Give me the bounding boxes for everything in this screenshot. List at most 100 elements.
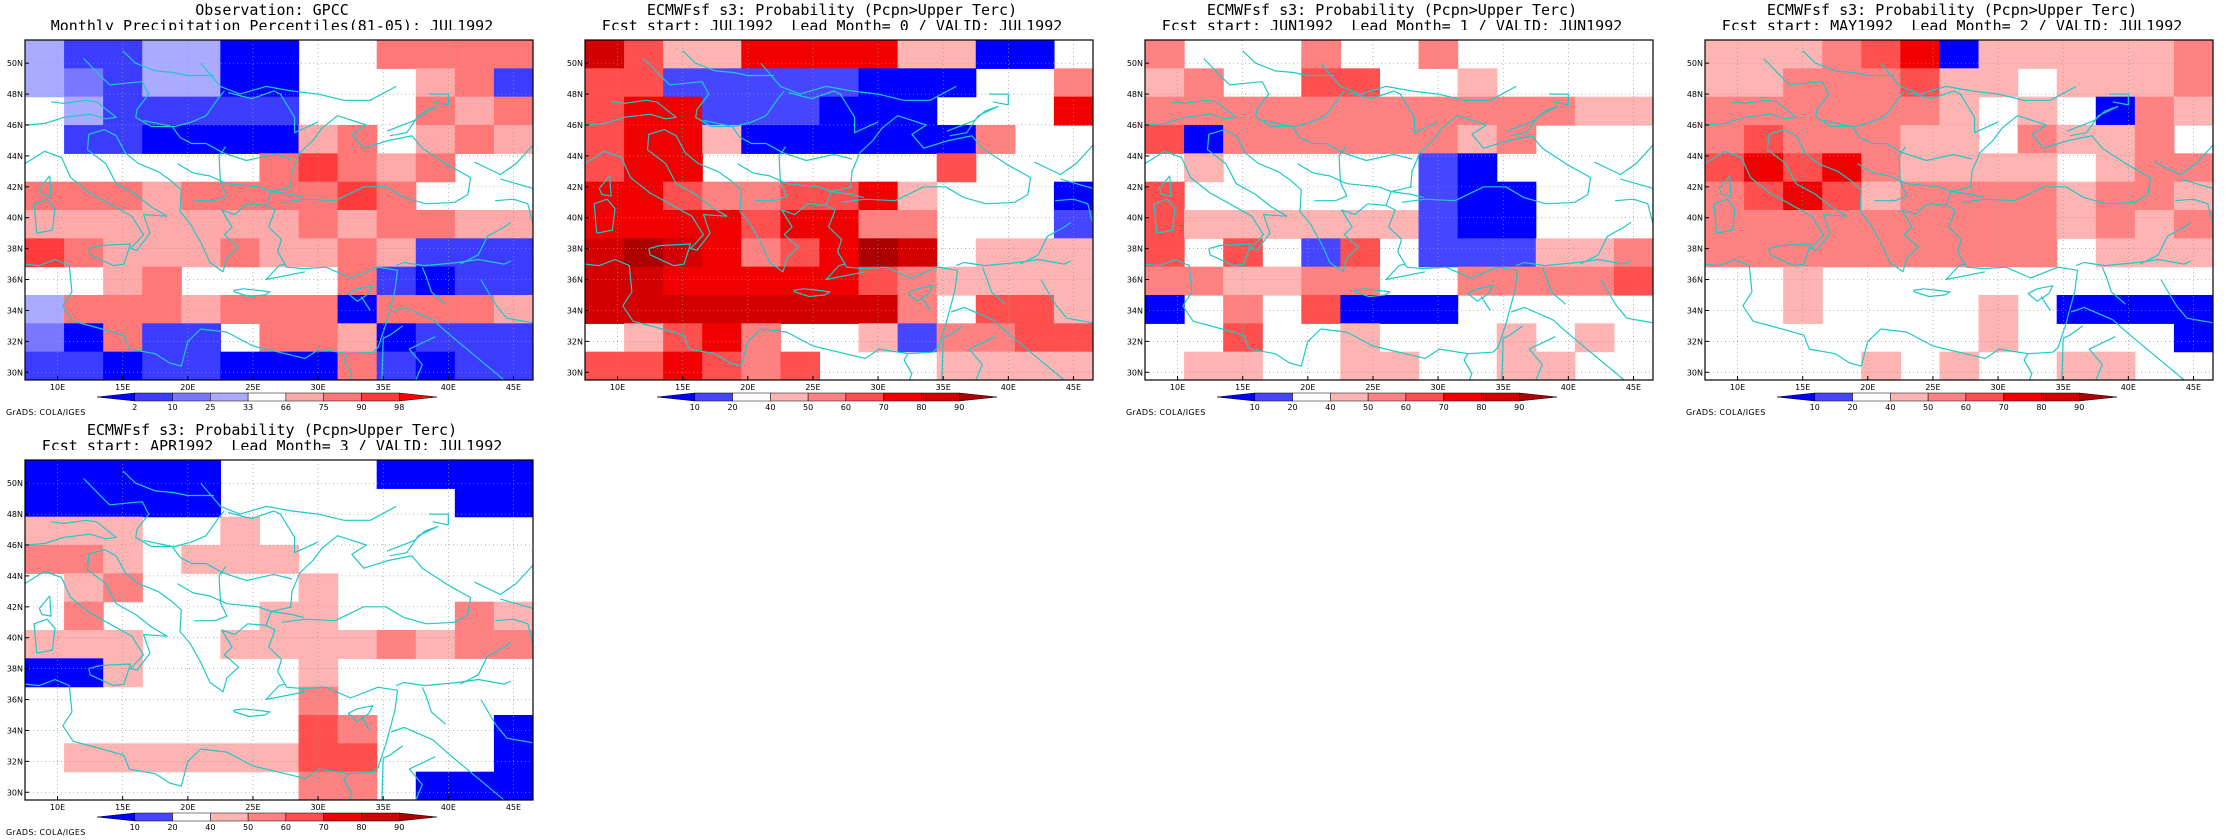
- lat-label: 38N: [7, 665, 23, 674]
- colorbar-swatch: [770, 392, 809, 402]
- colorbar-label: 25: [205, 403, 215, 412]
- grid-cell: [1014, 238, 1055, 268]
- grid-cell: [337, 743, 378, 773]
- coastline: [386, 525, 439, 557]
- grid-cell: [1574, 323, 1615, 353]
- lat-label: 48N: [1687, 90, 1703, 99]
- coastline: [1802, 50, 1894, 77]
- coastline: [1385, 263, 1426, 281]
- lat-label: 36N: [1687, 276, 1703, 285]
- grid-cell: [493, 125, 534, 154]
- grid-cell: [493, 96, 534, 126]
- colorbar-label: 90: [1514, 403, 1524, 412]
- grid-cell: [897, 295, 938, 324]
- coastline: [1768, 243, 1812, 267]
- lon-label: 45E: [2186, 383, 2201, 392]
- grid-cell: [2056, 210, 2097, 239]
- coastline: [593, 198, 616, 234]
- grid-cell: [741, 351, 781, 381]
- colorbar-swatch: [1292, 392, 1331, 402]
- grid-cell: [663, 266, 703, 296]
- grid-cell: [1457, 125, 1498, 154]
- grid-cell: [1861, 210, 1901, 239]
- grid-cell: [142, 460, 182, 489]
- grid-cells: [25, 460, 534, 801]
- grid-cell: [142, 125, 182, 154]
- coastline: [1480, 296, 1491, 311]
- coastline: [598, 175, 612, 197]
- grid-cell: [585, 238, 625, 268]
- grid-cell: [741, 181, 781, 211]
- coastline: [2040, 296, 2051, 311]
- coastline: [2061, 325, 2084, 381]
- lon-label: 15E: [115, 803, 130, 812]
- coastline: [1040, 279, 1094, 324]
- grid-cell: [624, 181, 664, 211]
- grid-cell: [25, 488, 65, 518]
- coastline: [1615, 198, 1654, 225]
- grid-cell: [2095, 351, 2136, 381]
- coastline: [682, 50, 774, 77]
- colorbar-label: 10: [1810, 403, 1820, 412]
- coastline: [2075, 258, 2192, 267]
- grid-cell: [1145, 266, 1185, 296]
- colorbar-label: 50: [1923, 403, 1933, 412]
- coastline: [390, 726, 510, 806]
- coastline: [1208, 243, 1252, 267]
- grid-cell: [1861, 96, 1901, 126]
- colorbar-cap: [958, 392, 998, 402]
- grid-cell: [181, 323, 221, 353]
- grid-cell: [220, 630, 261, 659]
- coastline: [343, 773, 353, 801]
- grid-cell: [741, 40, 781, 69]
- coastline: [347, 285, 374, 302]
- lon-label: 30E: [310, 803, 325, 812]
- lat-label: 40N: [1127, 214, 1143, 223]
- grid-cell: [181, 96, 221, 126]
- lat-label: 48N: [1127, 90, 1143, 99]
- grid-cell: [25, 181, 65, 211]
- grid-cell: [936, 153, 977, 183]
- grid-cell: [142, 351, 182, 381]
- grid-cell: [1939, 153, 1980, 183]
- grid-cell: [1223, 323, 1263, 353]
- lat-label: 48N: [7, 90, 23, 99]
- lat-label: 40N: [567, 214, 583, 223]
- mask-top: [2, 450, 542, 460]
- coastline: [1823, 119, 1973, 162]
- grid-cell: [897, 125, 938, 154]
- lon-label: 10E: [50, 803, 65, 812]
- coastline: [1055, 198, 1094, 225]
- mask-left: [2, 420, 25, 840]
- coastline: [903, 353, 913, 381]
- grid-cell: [181, 210, 221, 239]
- coastline: [83, 58, 225, 128]
- lat-label: 34N: [7, 726, 23, 735]
- grid-cell: [1145, 210, 1185, 239]
- colorbar-swatch: [285, 392, 324, 402]
- coastlines: [1704, 50, 2214, 386]
- mask-top: [1682, 30, 2222, 40]
- coastline: [1203, 58, 1345, 128]
- coastline: [381, 745, 404, 801]
- grid-cell: [454, 68, 495, 98]
- map-panel-lead-0: ECMWFsf s3: Probability (Pcpn>Upper Terc…: [562, 0, 1102, 420]
- grid-cell: [936, 40, 977, 69]
- coastline: [2070, 306, 2190, 386]
- grid-cell: [585, 266, 625, 296]
- colorbar-swatch: [1443, 392, 1482, 402]
- grid-cell: [2017, 125, 2058, 154]
- colorbar-swatch: [1890, 392, 1929, 402]
- colorbar-swatch: [732, 392, 771, 402]
- coastline: [1704, 258, 1934, 367]
- coastline: [754, 146, 788, 202]
- coastline: [841, 115, 1032, 205]
- probability-map: 10E 15E 20E 25E 30E 35E 40E 45E 30N 32N 34N 36N 38N 4…: [562, 0, 1102, 420]
- colorbar: 10 20 40 50 60 70 80 90: [656, 392, 998, 412]
- colorbar-label: 40: [765, 403, 775, 412]
- colorbar-label: 50: [1363, 403, 1373, 412]
- grid-cell: [1783, 266, 1823, 296]
- grid-cell: [220, 295, 261, 324]
- grid-cell: [376, 630, 417, 659]
- grid-cell: [181, 68, 221, 98]
